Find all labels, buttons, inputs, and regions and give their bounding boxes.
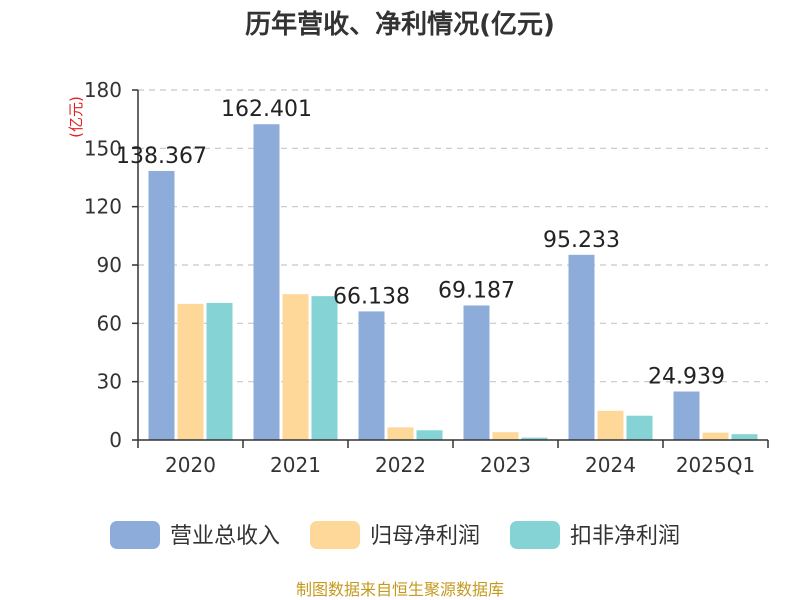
legend-swatch [510, 521, 560, 549]
bar [416, 430, 443, 440]
gridlines [138, 89, 768, 383]
legend-label: 扣非净利润 [570, 524, 680, 549]
legend: 营业总收入 归母净利润 扣非净利润 [110, 521, 680, 549]
y-axis-unit: (亿元) [67, 96, 85, 138]
axes: 0 30 60 90 120 150 180 2020 2021 2022 2023 2024 2025… [84, 78, 769, 477]
bar [311, 296, 338, 440]
bar [177, 303, 204, 440]
y-tick-label: 30 [97, 370, 122, 394]
bar [463, 305, 490, 440]
bar [206, 302, 233, 440]
x-tick-label: 2023 [480, 453, 531, 477]
x-tick-label: 2024 [585, 453, 636, 477]
data-label: 69.187 [438, 278, 515, 303]
bar [492, 432, 519, 440]
data-label: 95.233 [543, 228, 620, 253]
bar [521, 437, 548, 440]
data-label: 24.939 [648, 365, 725, 390]
bar [358, 311, 385, 440]
y-tick-label: 60 [97, 311, 122, 335]
data-labels: 138.367 162.401 66.138 69.187 95.233 24.939 [116, 97, 725, 389]
bar [148, 170, 175, 440]
legend-swatch [310, 521, 360, 549]
bar [702, 432, 729, 440]
data-label: 162.401 [221, 97, 312, 122]
legend-swatch [110, 521, 160, 549]
bar [387, 427, 414, 440]
bar [673, 391, 700, 440]
y-tick-label: 0 [109, 428, 122, 452]
bar [731, 434, 758, 440]
y-tick-label: 90 [97, 253, 122, 277]
x-tick-label: 2020 [165, 453, 216, 477]
legend-label: 归母净利润 [370, 524, 480, 549]
data-label: 66.138 [333, 284, 410, 309]
chart-title: 历年营收、净利情况(亿元) [245, 9, 555, 40]
y-tick-label: 120 [84, 195, 122, 219]
bar [568, 254, 595, 440]
x-tick-label: 2022 [375, 453, 426, 477]
x-tick-label: 2025Q1 [676, 453, 755, 477]
bar [253, 124, 280, 440]
y-tick-label: 180 [84, 78, 122, 102]
y-tick-label: 150 [84, 136, 122, 160]
bar [597, 410, 624, 440]
data-source: 制图数据来自恒生聚源数据库 [296, 580, 504, 599]
bar [626, 415, 653, 440]
x-tick-label: 2021 [270, 453, 321, 477]
legend-label: 营业总收入 [170, 524, 280, 549]
bars [148, 124, 758, 440]
bar [282, 294, 309, 440]
data-label: 138.367 [116, 144, 207, 169]
